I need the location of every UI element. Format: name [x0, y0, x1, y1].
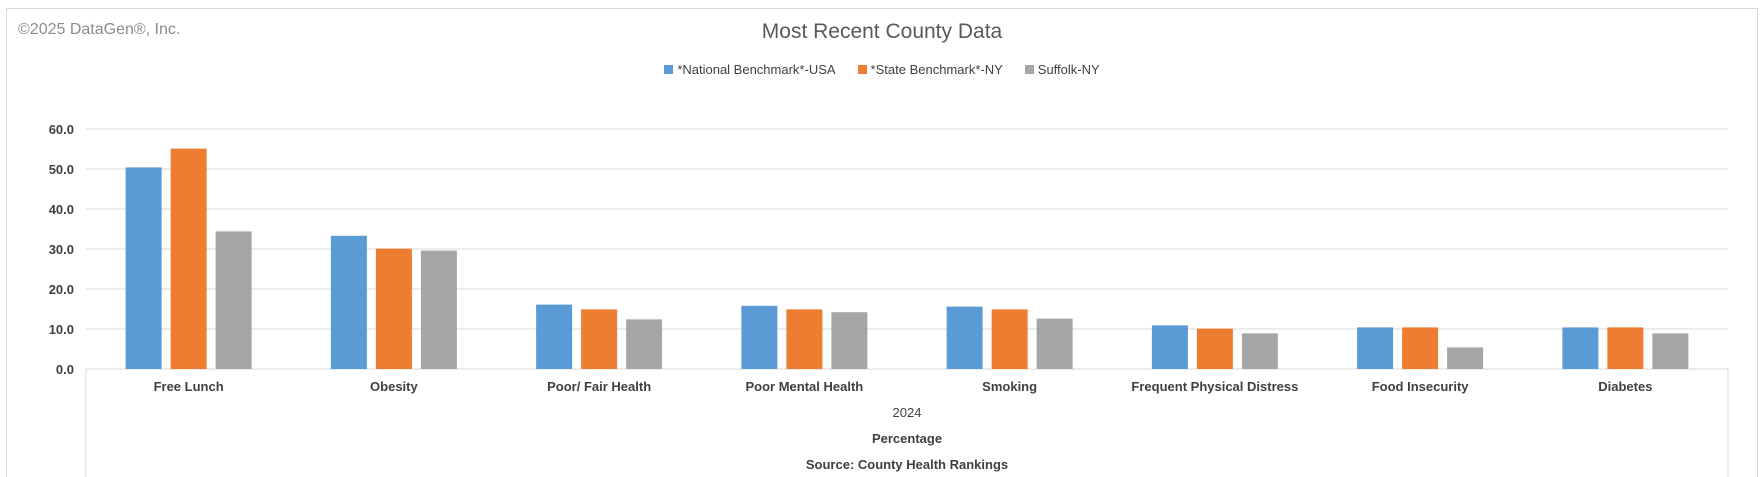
x-category-label: Smoking — [982, 379, 1037, 394]
legend-swatch-national — [664, 65, 674, 74]
bar — [581, 309, 618, 369]
bar — [991, 309, 1028, 369]
bar — [1151, 325, 1188, 369]
x-category-label: Free Lunch — [154, 379, 224, 394]
copyright-notice: ©2025 DataGen®, Inc. — [18, 21, 181, 38]
legend-item-national[interactable]: *National Benchmark*-USA — [664, 62, 836, 77]
bar — [1241, 333, 1278, 369]
chart-title: Most Recent County Data — [761, 20, 1003, 43]
bar — [420, 250, 457, 369]
bar — [1402, 327, 1439, 369]
bar — [626, 319, 663, 369]
bar — [125, 167, 162, 369]
legend-item-state[interactable]: *State Benchmark*-NY — [857, 62, 1003, 77]
x-category-label: Diabetes — [1598, 379, 1652, 394]
bar — [1652, 333, 1689, 369]
bar — [1607, 327, 1644, 369]
bar — [1357, 327, 1394, 369]
bar — [946, 306, 983, 369]
y-tick-label: 40.0 — [49, 202, 74, 217]
y-tick-label: 20.0 — [49, 282, 74, 297]
y-tick-label: 60.0 — [49, 122, 74, 137]
x-category-label: Obesity — [370, 379, 418, 394]
legend-label-county: Suffolk-NY — [1037, 62, 1100, 77]
bar — [786, 309, 823, 369]
bar — [170, 148, 207, 369]
bar — [536, 304, 573, 369]
bar — [831, 312, 868, 369]
x-category-label: Poor Mental Health — [746, 379, 864, 394]
bar — [375, 248, 412, 369]
x-category-label: Poor/ Fair Health — [547, 379, 651, 394]
bar — [1036, 318, 1073, 369]
x-category-label: Frequent Physical Distress — [1131, 379, 1298, 394]
bar — [741, 305, 778, 369]
bar — [1562, 327, 1599, 369]
legend-swatch-state — [857, 65, 867, 74]
x-axis-group-label: Percentage — [872, 431, 942, 446]
legend-label-state: *State Benchmark*-NY — [870, 62, 1003, 77]
x-axis-group-label: Source: County Health Rankings — [806, 457, 1008, 472]
bar — [1447, 347, 1484, 369]
y-tick-label: 50.0 — [49, 162, 74, 177]
chart-legend: *National Benchmark*-USA *State Benchmar… — [0, 62, 1764, 77]
chart-frame — [6, 8, 1758, 477]
bar — [1196, 328, 1233, 369]
legend-swatch-county — [1024, 65, 1034, 74]
x-axis-group-label: 2024 — [893, 405, 922, 420]
bar — [215, 231, 252, 369]
y-tick-label: 10.0 — [49, 322, 74, 337]
legend-label-national: *National Benchmark*-USA — [677, 62, 836, 77]
x-category-label: Food Insecurity — [1372, 379, 1470, 394]
y-tick-label: 30.0 — [49, 242, 74, 257]
legend-item-county[interactable]: Suffolk-NY — [1024, 62, 1100, 77]
y-tick-label: 0.0 — [56, 362, 74, 377]
bar — [330, 235, 367, 369]
